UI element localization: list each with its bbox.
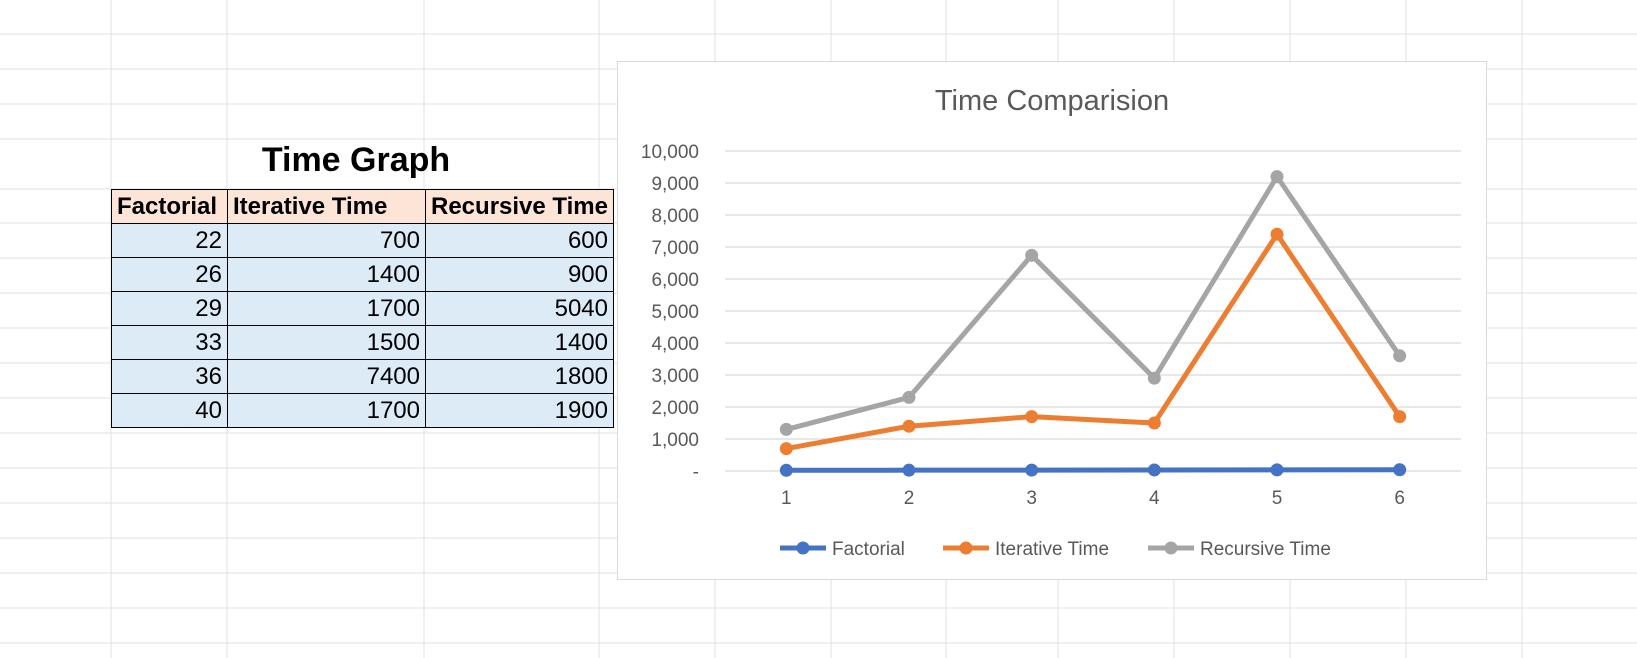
data-point-recursive-time[interactable] bbox=[1393, 349, 1407, 363]
y-tick-label: 1,000 bbox=[651, 430, 699, 451]
y-tick-label: 7,000 bbox=[651, 238, 699, 259]
y-tick-label: - bbox=[693, 462, 699, 483]
data-point-iterative-time[interactable] bbox=[1393, 410, 1407, 424]
table-row: 29 1700 5040 bbox=[111, 291, 614, 326]
cell-factorial[interactable]: 40 bbox=[111, 393, 228, 428]
table-row: 36 7400 1800 bbox=[111, 359, 614, 394]
legend-label-iterative-time[interactable]: Iterative Time bbox=[995, 539, 1109, 560]
y-tick-label: 5,000 bbox=[651, 302, 699, 323]
legend-marker-factorial bbox=[796, 541, 810, 555]
y-tick-label: 4,000 bbox=[651, 334, 699, 355]
cell-recursive-time[interactable]: 1400 bbox=[425, 325, 614, 360]
cell-recursive-time[interactable]: 600 bbox=[425, 223, 614, 258]
y-tick-label: 8,000 bbox=[651, 206, 699, 227]
cell-iterative-time[interactable]: 1400 bbox=[227, 257, 426, 292]
data-table: Factorial Iterative Time Recursive Time … bbox=[111, 189, 614, 428]
legend-label-factorial[interactable]: Factorial bbox=[832, 539, 905, 560]
cell-factorial[interactable]: 36 bbox=[111, 359, 228, 394]
data-point-factorial[interactable] bbox=[1393, 463, 1407, 477]
cell-factorial[interactable]: 26 bbox=[111, 257, 228, 292]
x-tick-label: 4 bbox=[1149, 488, 1160, 509]
table-row: 40 1700 1900 bbox=[111, 393, 614, 428]
line-chart: Time Comparision - 1,000 2,000 3,000 4,000 5,0… bbox=[641, 85, 1461, 560]
chart-title: Time Comparision bbox=[935, 85, 1169, 117]
y-tick-label: 6,000 bbox=[651, 270, 699, 291]
header-factorial[interactable]: Factorial bbox=[111, 189, 228, 224]
y-tick-label: 2,000 bbox=[651, 398, 699, 419]
table-row: 22 700 600 bbox=[111, 223, 614, 258]
legend-label-recursive-time[interactable]: Recursive Time bbox=[1200, 539, 1331, 560]
table-header-row: Factorial Iterative Time Recursive Time bbox=[111, 189, 614, 224]
x-tick-label: 6 bbox=[1394, 488, 1405, 509]
cell-iterative-time[interactable]: 1700 bbox=[227, 393, 426, 428]
legend-marker-recursive-time bbox=[1164, 541, 1178, 555]
data-point-iterative-time[interactable] bbox=[1147, 416, 1161, 430]
y-tick-label: 10,000 bbox=[641, 142, 699, 163]
data-point-iterative-time[interactable] bbox=[779, 442, 793, 456]
cell-recursive-time[interactable]: 900 bbox=[425, 257, 614, 292]
x-tick-label: 3 bbox=[1026, 488, 1037, 509]
cell-iterative-time[interactable]: 1700 bbox=[227, 291, 426, 326]
data-point-recursive-time[interactable] bbox=[779, 422, 793, 436]
x-tick-label: 2 bbox=[904, 488, 915, 509]
cell-iterative-time[interactable]: 1500 bbox=[227, 325, 426, 360]
data-point-factorial[interactable] bbox=[1270, 463, 1284, 477]
data-point-recursive-time[interactable] bbox=[1270, 170, 1284, 184]
cell-factorial[interactable]: 29 bbox=[111, 291, 228, 326]
cell-iterative-time[interactable]: 700 bbox=[227, 223, 426, 258]
data-point-iterative-time[interactable] bbox=[1025, 410, 1039, 424]
data-point-iterative-time[interactable] bbox=[1270, 227, 1284, 241]
chart-container[interactable]: Time Comparision - 1,000 2,000 3,000 4,000 5,0… bbox=[617, 61, 1487, 580]
data-point-factorial[interactable] bbox=[1025, 463, 1039, 477]
series-line-recursive-time[interactable] bbox=[783, 174, 1403, 432]
data-point-recursive-time[interactable] bbox=[1147, 371, 1161, 385]
data-point-factorial[interactable] bbox=[1147, 463, 1161, 477]
y-tick-label: 3,000 bbox=[651, 366, 699, 387]
legend-marker-iterative-time bbox=[959, 541, 973, 555]
header-recursive-time[interactable]: Recursive Time bbox=[425, 189, 614, 224]
data-point-recursive-time[interactable] bbox=[902, 390, 916, 404]
cell-recursive-time[interactable]: 5040 bbox=[425, 291, 614, 326]
cell-factorial[interactable]: 33 bbox=[111, 325, 228, 360]
table-row: 33 1500 1400 bbox=[111, 325, 614, 360]
data-point-iterative-time[interactable] bbox=[902, 419, 916, 433]
x-tick-label: 5 bbox=[1272, 488, 1283, 509]
table-title: Time Graph bbox=[261, 141, 451, 179]
data-point-factorial[interactable] bbox=[902, 463, 916, 477]
cell-recursive-time[interactable]: 1900 bbox=[425, 393, 614, 428]
cell-factorial[interactable]: 22 bbox=[111, 223, 228, 258]
data-point-factorial[interactable] bbox=[779, 463, 793, 477]
header-iterative-time[interactable]: Iterative Time bbox=[227, 189, 426, 224]
series-line-iterative-time[interactable] bbox=[783, 231, 1403, 452]
cell-iterative-time[interactable]: 7400 bbox=[227, 359, 426, 394]
data-point-recursive-time[interactable] bbox=[1025, 248, 1039, 262]
cell-recursive-time[interactable]: 1800 bbox=[425, 359, 614, 394]
y-tick-label: 9,000 bbox=[651, 174, 699, 195]
series-line-factorial[interactable] bbox=[783, 467, 1403, 473]
table-row: 26 1400 900 bbox=[111, 257, 614, 292]
x-tick-label: 1 bbox=[781, 488, 792, 509]
